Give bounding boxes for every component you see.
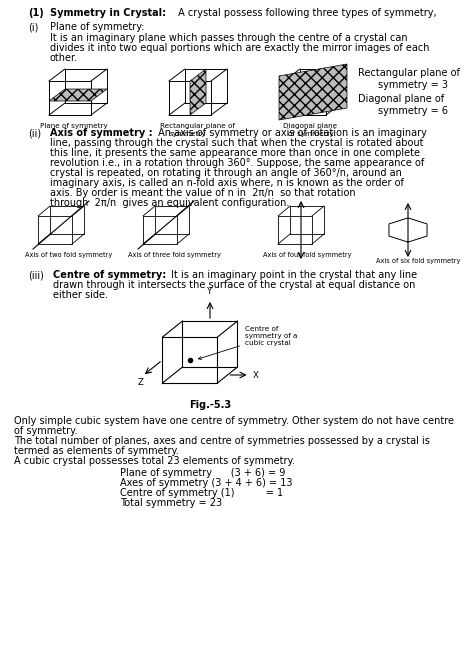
Text: revolution i.e., in a rotation through 360°. Suppose, the same appearance of: revolution i.e., in a rotation through 3…: [50, 158, 424, 168]
Text: of symmetry.: of symmetry.: [14, 426, 78, 436]
Text: It is an imaginary plane which passes through the centre of a crystal can: It is an imaginary plane which passes th…: [50, 33, 408, 43]
Text: symmetry: symmetry: [170, 131, 207, 137]
Text: The total number of planes, axes and centre of symmetries possessed by a crystal: The total number of planes, axes and cen…: [14, 436, 430, 446]
Text: axis. By order is meant the value of n in  2π/n  so that rotation: axis. By order is meant the value of n i…: [50, 188, 356, 198]
Text: Axis of six fold symmetry: Axis of six fold symmetry: [376, 258, 460, 264]
Text: An axis of symmetry or axis of rotation is an imaginary: An axis of symmetry or axis of rotation …: [155, 128, 427, 138]
Text: through  2π/n  gives an equivalent configuration.: through 2π/n gives an equivalent configu…: [50, 198, 289, 208]
Text: A cubic crystal possesses total 23 elements of symmetry.: A cubic crystal possesses total 23 eleme…: [14, 456, 295, 466]
Polygon shape: [279, 64, 347, 120]
Text: X: X: [253, 370, 258, 380]
Polygon shape: [49, 89, 107, 101]
Text: (1): (1): [28, 8, 44, 18]
Text: Axis of three fold symmetry: Axis of three fold symmetry: [128, 252, 221, 258]
Text: divides it into two equal portions which are exactly the mirror images of each: divides it into two equal portions which…: [50, 43, 429, 53]
Text: Axis of four fold symmetry: Axis of four fold symmetry: [263, 252, 352, 258]
Text: of symmetry: of symmetry: [288, 131, 334, 137]
Text: Centre of symmetry:: Centre of symmetry:: [53, 270, 166, 280]
Text: this line, it presents the same appearance more than once in one complete: this line, it presents the same appearan…: [50, 148, 420, 158]
Text: (i): (i): [28, 22, 38, 32]
Text: Only simple cubic system have one centre of symmetry. Other system do not have c: Only simple cubic system have one centre…: [14, 416, 454, 426]
Text: Centre of symmetry (1)          = 1: Centre of symmetry (1) = 1: [120, 488, 283, 498]
Text: crystal is repeated, on rotating it through an angle of 360°/n, around an: crystal is repeated, on rotating it thro…: [50, 168, 402, 178]
Text: Fig.-5.3: Fig.-5.3: [189, 400, 231, 410]
Text: termed as elements of symmetry.: termed as elements of symmetry.: [14, 446, 179, 456]
Text: Axis of two fold symmetry: Axis of two fold symmetry: [25, 252, 112, 258]
Text: Plane of symmetry: Plane of symmetry: [40, 123, 108, 129]
Text: Centre of
symmetry of a
cubic crystal: Centre of symmetry of a cubic crystal: [199, 326, 297, 360]
Text: Axes of symmetry (3 + 4 + 6) = 13: Axes of symmetry (3 + 4 + 6) = 13: [120, 478, 292, 488]
Text: Symmetry in Crystal:: Symmetry in Crystal:: [50, 8, 166, 18]
Text: Diagonal plane: Diagonal plane: [283, 123, 337, 129]
Text: other.: other.: [50, 53, 78, 63]
Text: Y: Y: [207, 287, 213, 296]
Text: imaginary axis, is called an n-fold axis where, n is known as the order of: imaginary axis, is called an n-fold axis…: [50, 178, 404, 188]
Text: Axis of symmetry :: Axis of symmetry :: [50, 128, 153, 138]
Text: (ii): (ii): [28, 128, 41, 138]
Text: Rectangular plane of: Rectangular plane of: [358, 68, 460, 78]
Text: symmetry = 3: symmetry = 3: [378, 80, 448, 90]
Text: either side.: either side.: [53, 290, 108, 300]
Text: line, passing through the crystal such that when the crystal is rotated about: line, passing through the crystal such t…: [50, 138, 423, 148]
Text: It is an imaginary point in the crystal that any line: It is an imaginary point in the crystal …: [168, 270, 417, 280]
Polygon shape: [190, 69, 206, 115]
Text: Rectangular plane of: Rectangular plane of: [160, 123, 235, 129]
Text: Plane of symmetry      (3 + 6) = 9: Plane of symmetry (3 + 6) = 9: [120, 468, 285, 478]
Text: Total symmetry = 23: Total symmetry = 23: [120, 498, 222, 508]
Text: (iii): (iii): [28, 270, 44, 280]
Text: drawn through it intersects the surface of the crystal at equal distance on: drawn through it intersects the surface …: [53, 280, 415, 290]
Text: A crystal possess following three types of symmetry,: A crystal possess following three types …: [175, 8, 437, 18]
Text: Plane of symmetry:: Plane of symmetry:: [50, 22, 145, 32]
Text: Z: Z: [137, 378, 144, 387]
Text: Diagonal plane of: Diagonal plane of: [358, 94, 444, 104]
Text: symmetry = 6: symmetry = 6: [378, 106, 448, 116]
